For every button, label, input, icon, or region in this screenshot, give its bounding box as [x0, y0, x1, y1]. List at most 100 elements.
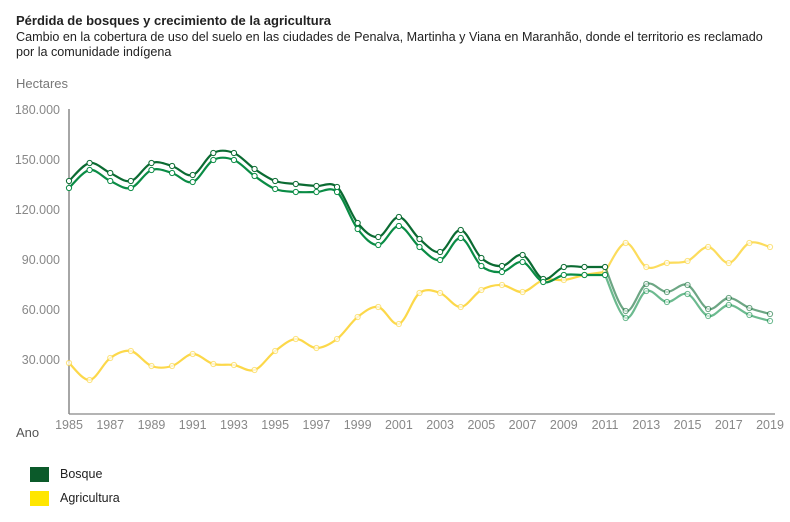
x-tick-label: 1995: [261, 418, 289, 432]
x-tick-label: 1999: [344, 418, 372, 432]
data-point: [210, 149, 217, 157]
data-point: [168, 169, 176, 177]
data-point: [107, 177, 114, 185]
data-point: [127, 347, 134, 355]
data-point: [519, 288, 526, 296]
data-point: [643, 287, 650, 295]
x-tick-label: 1991: [179, 418, 207, 432]
data-point: [684, 290, 691, 298]
legend-swatch-agricultura: [30, 490, 49, 506]
data-point: [498, 268, 506, 276]
data-point: [498, 281, 506, 289]
data-point: [622, 239, 629, 247]
x-tick-label: 2001: [385, 418, 413, 432]
data-point: [395, 320, 402, 328]
data-point: [86, 376, 93, 384]
x-tick-label: 2007: [509, 418, 537, 432]
data-point: [663, 259, 671, 267]
x-tick-label: 1985: [55, 418, 83, 432]
data-point: [189, 178, 196, 186]
legend-item-bosque: Bosque: [30, 462, 120, 486]
data-point: [746, 239, 753, 247]
data-point: [684, 257, 691, 265]
legend-label-agricultura: Agricultura: [60, 491, 120, 505]
data-point: [107, 354, 114, 362]
data-point: [354, 313, 361, 321]
data-point: [251, 172, 258, 180]
series-line-faded: [604, 274, 771, 323]
data-point: [705, 312, 712, 320]
data-point: [86, 159, 93, 167]
x-tick-label: 2017: [715, 418, 743, 432]
y-axis-title: Hectares: [16, 76, 69, 91]
data-point: [581, 263, 588, 271]
data-point: [251, 366, 258, 374]
x-tick-label: 1987: [96, 418, 124, 432]
data-point: [127, 184, 134, 192]
x-tick-label: 2015: [674, 418, 702, 432]
data-point: [457, 226, 464, 234]
chart-title: Pérdida de bosques y crecimiento de la a…: [16, 13, 331, 28]
data-point: [210, 156, 217, 164]
series-line-faded: [604, 266, 771, 316]
legend-item-agricultura: Agricultura: [30, 486, 120, 510]
data-point: [663, 288, 671, 296]
data-point: [354, 225, 361, 233]
data-point: [395, 213, 402, 221]
x-tick-label: 2013: [632, 418, 660, 432]
data-point: [251, 165, 258, 173]
x-tick-label: 2019: [756, 418, 784, 432]
y-axis-ticks: 30.000 60.000 90.000 120.000 150.000 180.000: [15, 103, 60, 367]
data-point: [292, 188, 299, 196]
data-point: [210, 360, 217, 368]
data-point: [540, 278, 547, 286]
data-point: [457, 234, 464, 242]
data-point: [292, 335, 299, 343]
x-tick-label: 1989: [138, 418, 166, 432]
data-point: [725, 301, 732, 309]
legend: Bosque Agricultura: [30, 462, 120, 510]
data-point: [643, 263, 650, 271]
data-point: [478, 262, 485, 270]
data-point: [601, 263, 609, 271]
data-point: [333, 183, 341, 191]
data-point: [725, 259, 732, 267]
data-point: [148, 166, 155, 174]
data-point: [519, 258, 526, 266]
data-point: [168, 362, 176, 370]
data-point: [395, 222, 402, 230]
data-point: [519, 251, 526, 259]
data-point: [333, 335, 341, 343]
series-bosque: [65, 149, 774, 318]
data-point: [333, 188, 341, 196]
data-point: [643, 280, 650, 288]
data-point: [313, 188, 320, 196]
data-point: [705, 243, 712, 251]
data-point: [766, 317, 774, 325]
data-point: [581, 271, 588, 279]
data-point: [560, 263, 567, 271]
y-tick-label: 60.000: [22, 303, 60, 317]
data-point: [437, 289, 444, 297]
x-axis-title: Ano: [16, 425, 40, 440]
x-tick-label: 2011: [592, 418, 619, 432]
data-point: [560, 271, 567, 279]
data-point: [313, 182, 320, 190]
x-tick-label: 2003: [426, 418, 454, 432]
x-tick-label: 2009: [550, 418, 578, 432]
y-tick-label: 120.000: [15, 203, 60, 217]
data-point: [127, 177, 134, 185]
data-point: [65, 359, 73, 367]
data-point: [705, 305, 712, 313]
y-tick-label: 180.000: [15, 103, 60, 117]
data-point: [437, 248, 444, 256]
series-agricultura: [65, 239, 774, 384]
data-point: [416, 235, 423, 243]
data-point: [313, 344, 320, 352]
data-point: [168, 162, 176, 170]
data-point: [230, 156, 238, 164]
data-point: [65, 177, 73, 185]
series-line-faded: [604, 241, 771, 273]
data-point: [498, 262, 506, 270]
legend-label-bosque: Bosque: [60, 467, 103, 481]
